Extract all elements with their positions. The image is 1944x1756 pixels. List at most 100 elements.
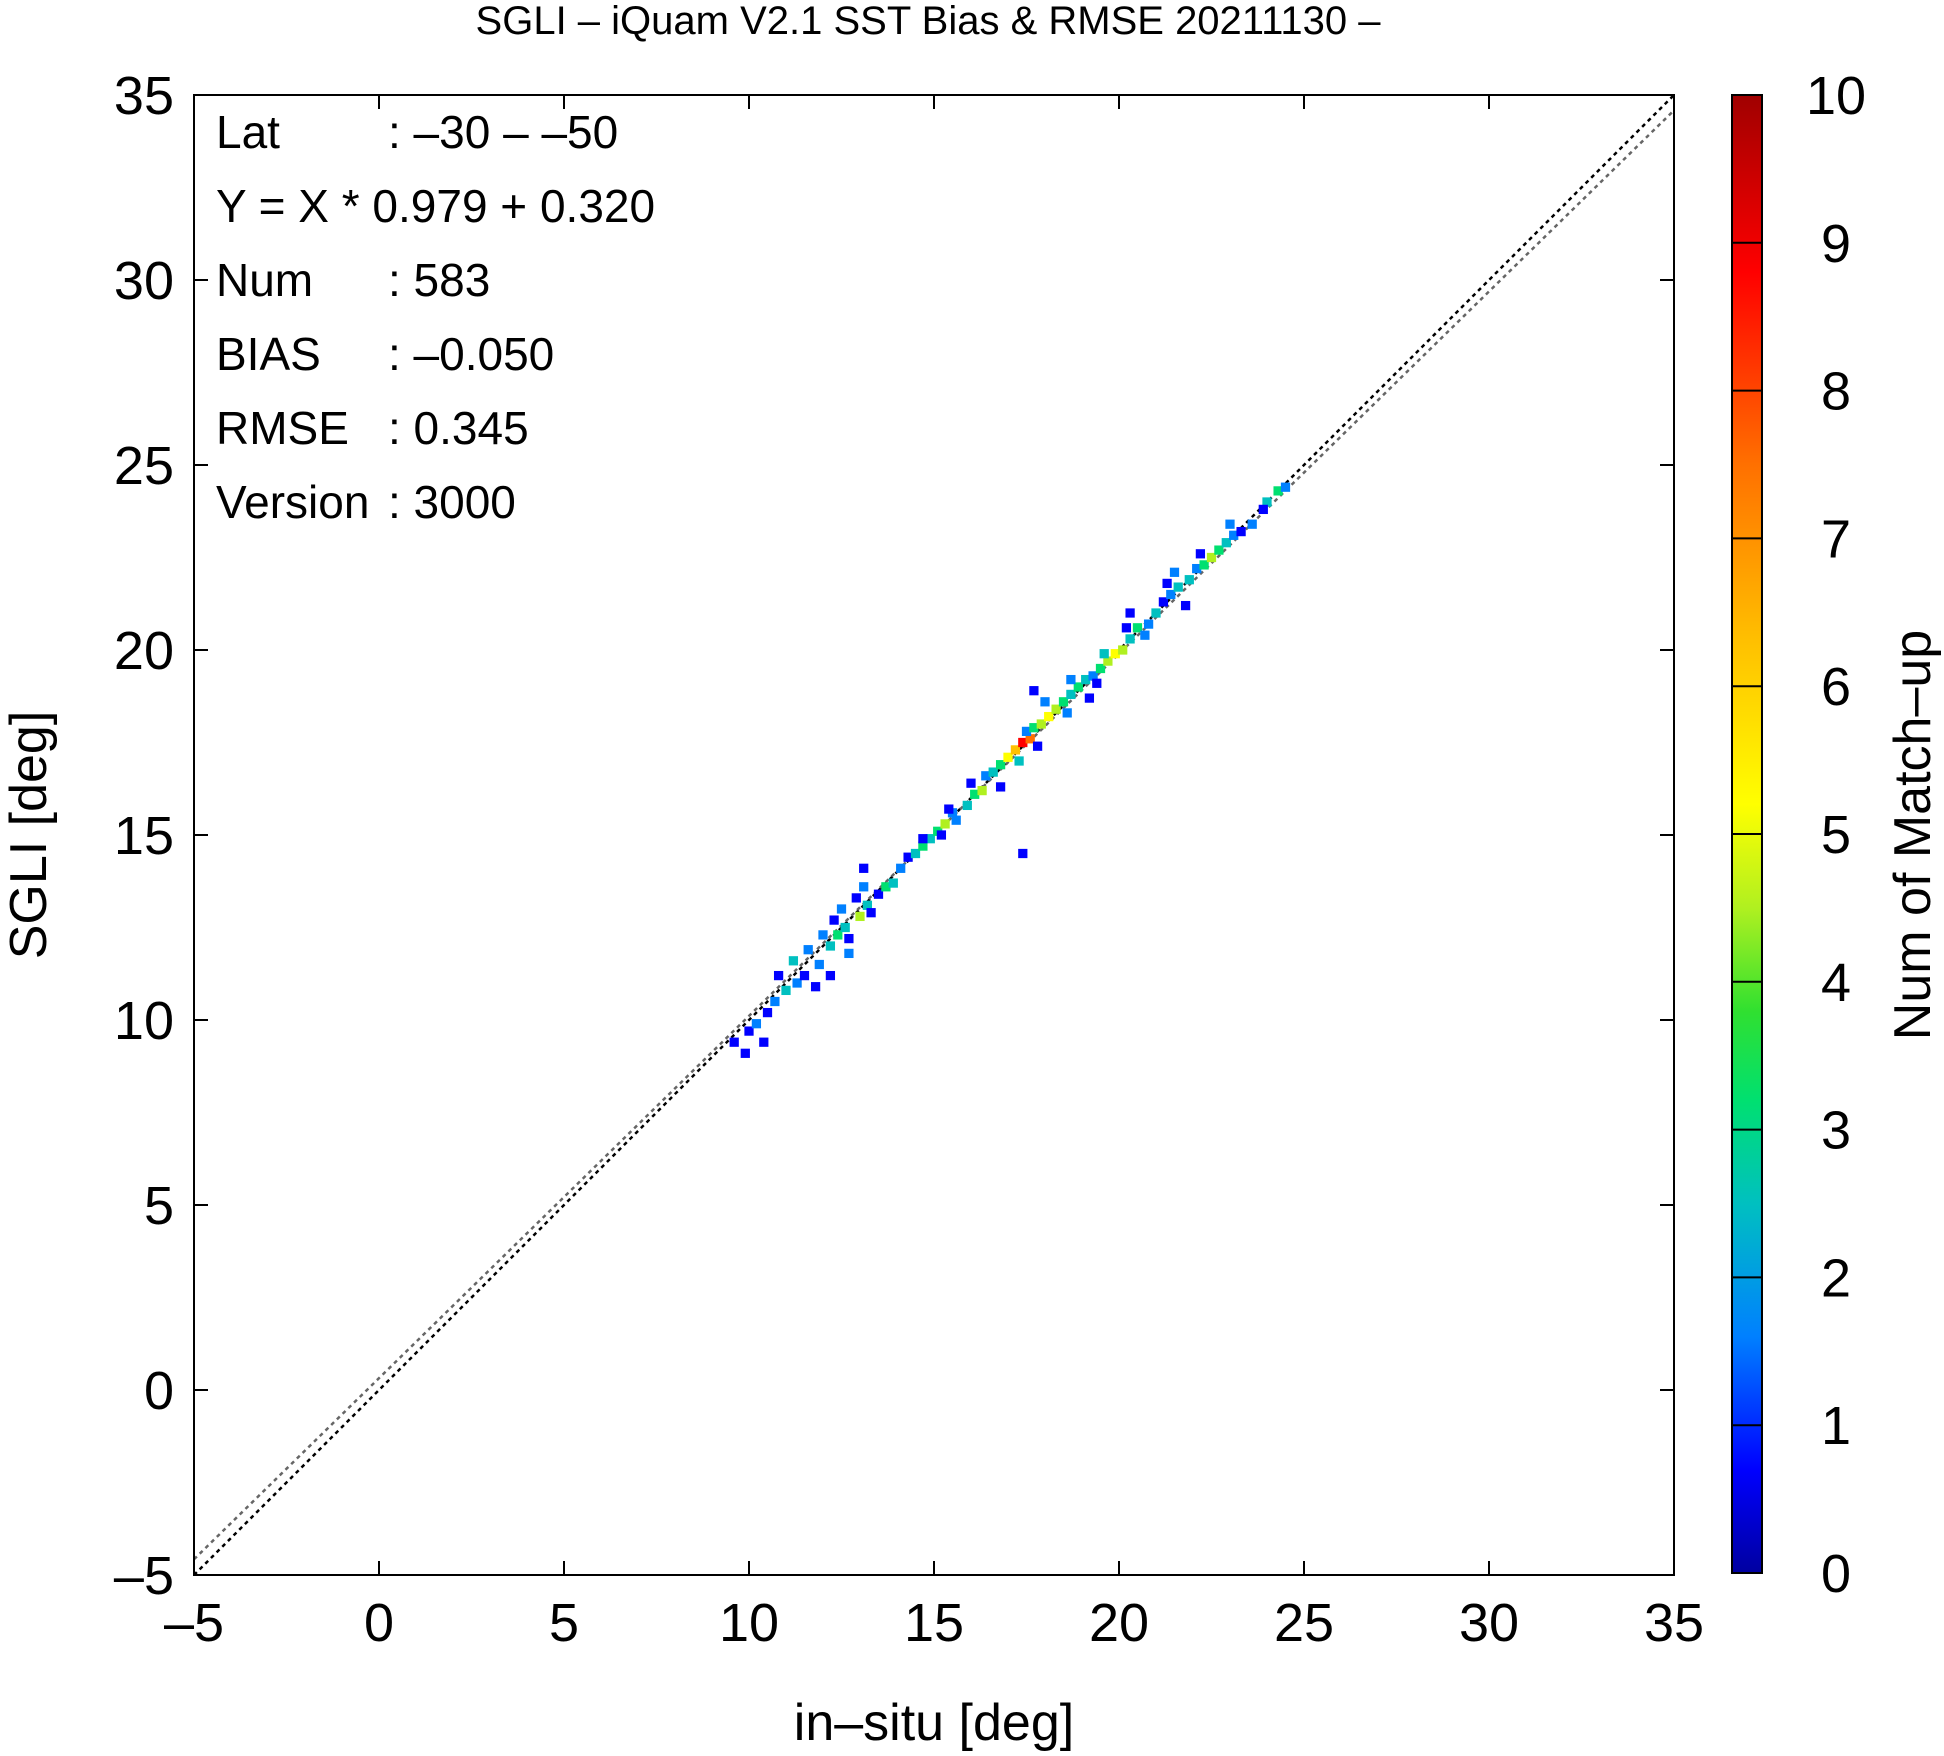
data-cell [1051, 704, 1061, 714]
data-cell [818, 930, 828, 940]
stats-value: : –0.050 [388, 328, 554, 380]
data-cell [1003, 752, 1013, 762]
data-cell [903, 852, 913, 862]
data-cell [951, 815, 961, 825]
data-cell [1062, 708, 1072, 718]
data-cell [1040, 697, 1050, 707]
data-cell [1066, 689, 1076, 700]
data-cell [1110, 649, 1120, 659]
data-cell [888, 878, 898, 888]
data-cell [1140, 630, 1150, 640]
data-cell [1151, 608, 1161, 618]
data-cell [1162, 578, 1172, 589]
data-cell [1214, 545, 1224, 555]
data-cell [1280, 482, 1291, 492]
data-cell [1018, 737, 1028, 748]
data-cell [1092, 678, 1102, 688]
y-axis-ticks: –5 0 5 10 15 20 25 30 35 [114, 66, 1674, 1606]
data-cell [1180, 600, 1191, 611]
stats-label: Num [216, 254, 313, 306]
stats-value: : 0.345 [388, 402, 529, 454]
data-cell [1103, 656, 1113, 666]
y-tick-label: 25 [114, 436, 174, 496]
data-cell [1058, 697, 1069, 707]
data-cell [1044, 711, 1054, 722]
stats-value: : 3000 [388, 476, 516, 528]
data-cell [1118, 645, 1128, 655]
colorbar-tick-label: 5 [1821, 805, 1851, 865]
data-cell [744, 1026, 754, 1036]
data-cell [1125, 634, 1135, 644]
data-cell [773, 970, 784, 981]
x-tick-label: –5 [164, 1593, 224, 1653]
data-cell [1258, 504, 1268, 515]
colorbar-ticks: 0 1 2 3 4 5 6 7 8 9 10 [1732, 66, 1866, 1604]
data-cell [944, 804, 954, 814]
data-cell [1192, 563, 1202, 574]
data-cell [1073, 682, 1083, 692]
data-cell [1158, 597, 1169, 607]
data-cell [792, 978, 802, 988]
data-cell [1010, 745, 1021, 755]
colorbar-tick-label: 4 [1821, 953, 1851, 1013]
colorbar-tick-label: 8 [1821, 362, 1851, 422]
data-cell [866, 908, 876, 918]
data-cell [1199, 560, 1209, 570]
data-cell [936, 830, 947, 840]
x-tick-label: 5 [549, 1593, 579, 1653]
data-cell [1036, 719, 1046, 729]
data-cell [1029, 686, 1039, 696]
stats-value: : –30 – –50 [388, 106, 618, 158]
x-tick-label: 20 [1089, 1593, 1149, 1653]
data-cell [836, 904, 847, 914]
colorbar-tick-label: 6 [1821, 657, 1851, 717]
y-tick-label: 15 [114, 806, 174, 866]
data-cell [833, 930, 843, 940]
x-tick-label: 0 [364, 1593, 394, 1653]
data-cell [770, 996, 780, 1007]
data-cell [1095, 663, 1106, 674]
stats-label: RMSE [216, 402, 349, 454]
data-cell [1125, 608, 1135, 618]
y-tick-label: –5 [114, 1546, 174, 1606]
stats-label: Version [216, 476, 369, 528]
data-cell [1236, 526, 1246, 537]
data-cell [844, 948, 854, 959]
colorbar-tick-label: 10 [1806, 66, 1866, 126]
data-cell [759, 1037, 769, 1047]
data-cell [1066, 674, 1076, 685]
data-cell [981, 771, 991, 781]
y-tick-label: 5 [144, 1176, 174, 1236]
data-cell [855, 911, 865, 922]
data-cell [781, 985, 791, 996]
data-cell [1025, 734, 1035, 744]
x-tick-label: 30 [1459, 1593, 1519, 1653]
data-cell [1184, 575, 1194, 585]
chart-title: SGLI – iQuam V2.1 SST Bias & RMSE 202111… [476, 0, 1382, 43]
y-tick-label: 35 [114, 66, 174, 126]
data-cell [788, 956, 799, 966]
stats-value: : 583 [388, 254, 490, 306]
x-tick-label: 15 [904, 1593, 964, 1653]
data-cell [1195, 549, 1206, 559]
data-cell [1099, 649, 1109, 659]
data-cell [859, 863, 869, 873]
stats-label: Y = X * 0.979 + 0.320 [216, 180, 655, 232]
data-cell [995, 760, 1006, 770]
data-cell [762, 1007, 773, 1018]
data-cell [840, 922, 850, 933]
data-cell [803, 945, 813, 955]
data-cell [970, 789, 980, 799]
data-cell [1132, 623, 1143, 633]
data-cell [825, 941, 836, 951]
y-tick-label: 20 [114, 621, 174, 681]
data-cell [751, 1019, 762, 1029]
x-tick-label: 10 [719, 1593, 779, 1653]
data-cell [918, 841, 928, 851]
colorbar-tick-label: 9 [1821, 214, 1851, 274]
data-cell [1166, 589, 1176, 600]
data-cell [844, 933, 854, 944]
data-cell [740, 1048, 750, 1058]
data-cell [729, 1037, 739, 1047]
data-cell [1032, 741, 1043, 751]
